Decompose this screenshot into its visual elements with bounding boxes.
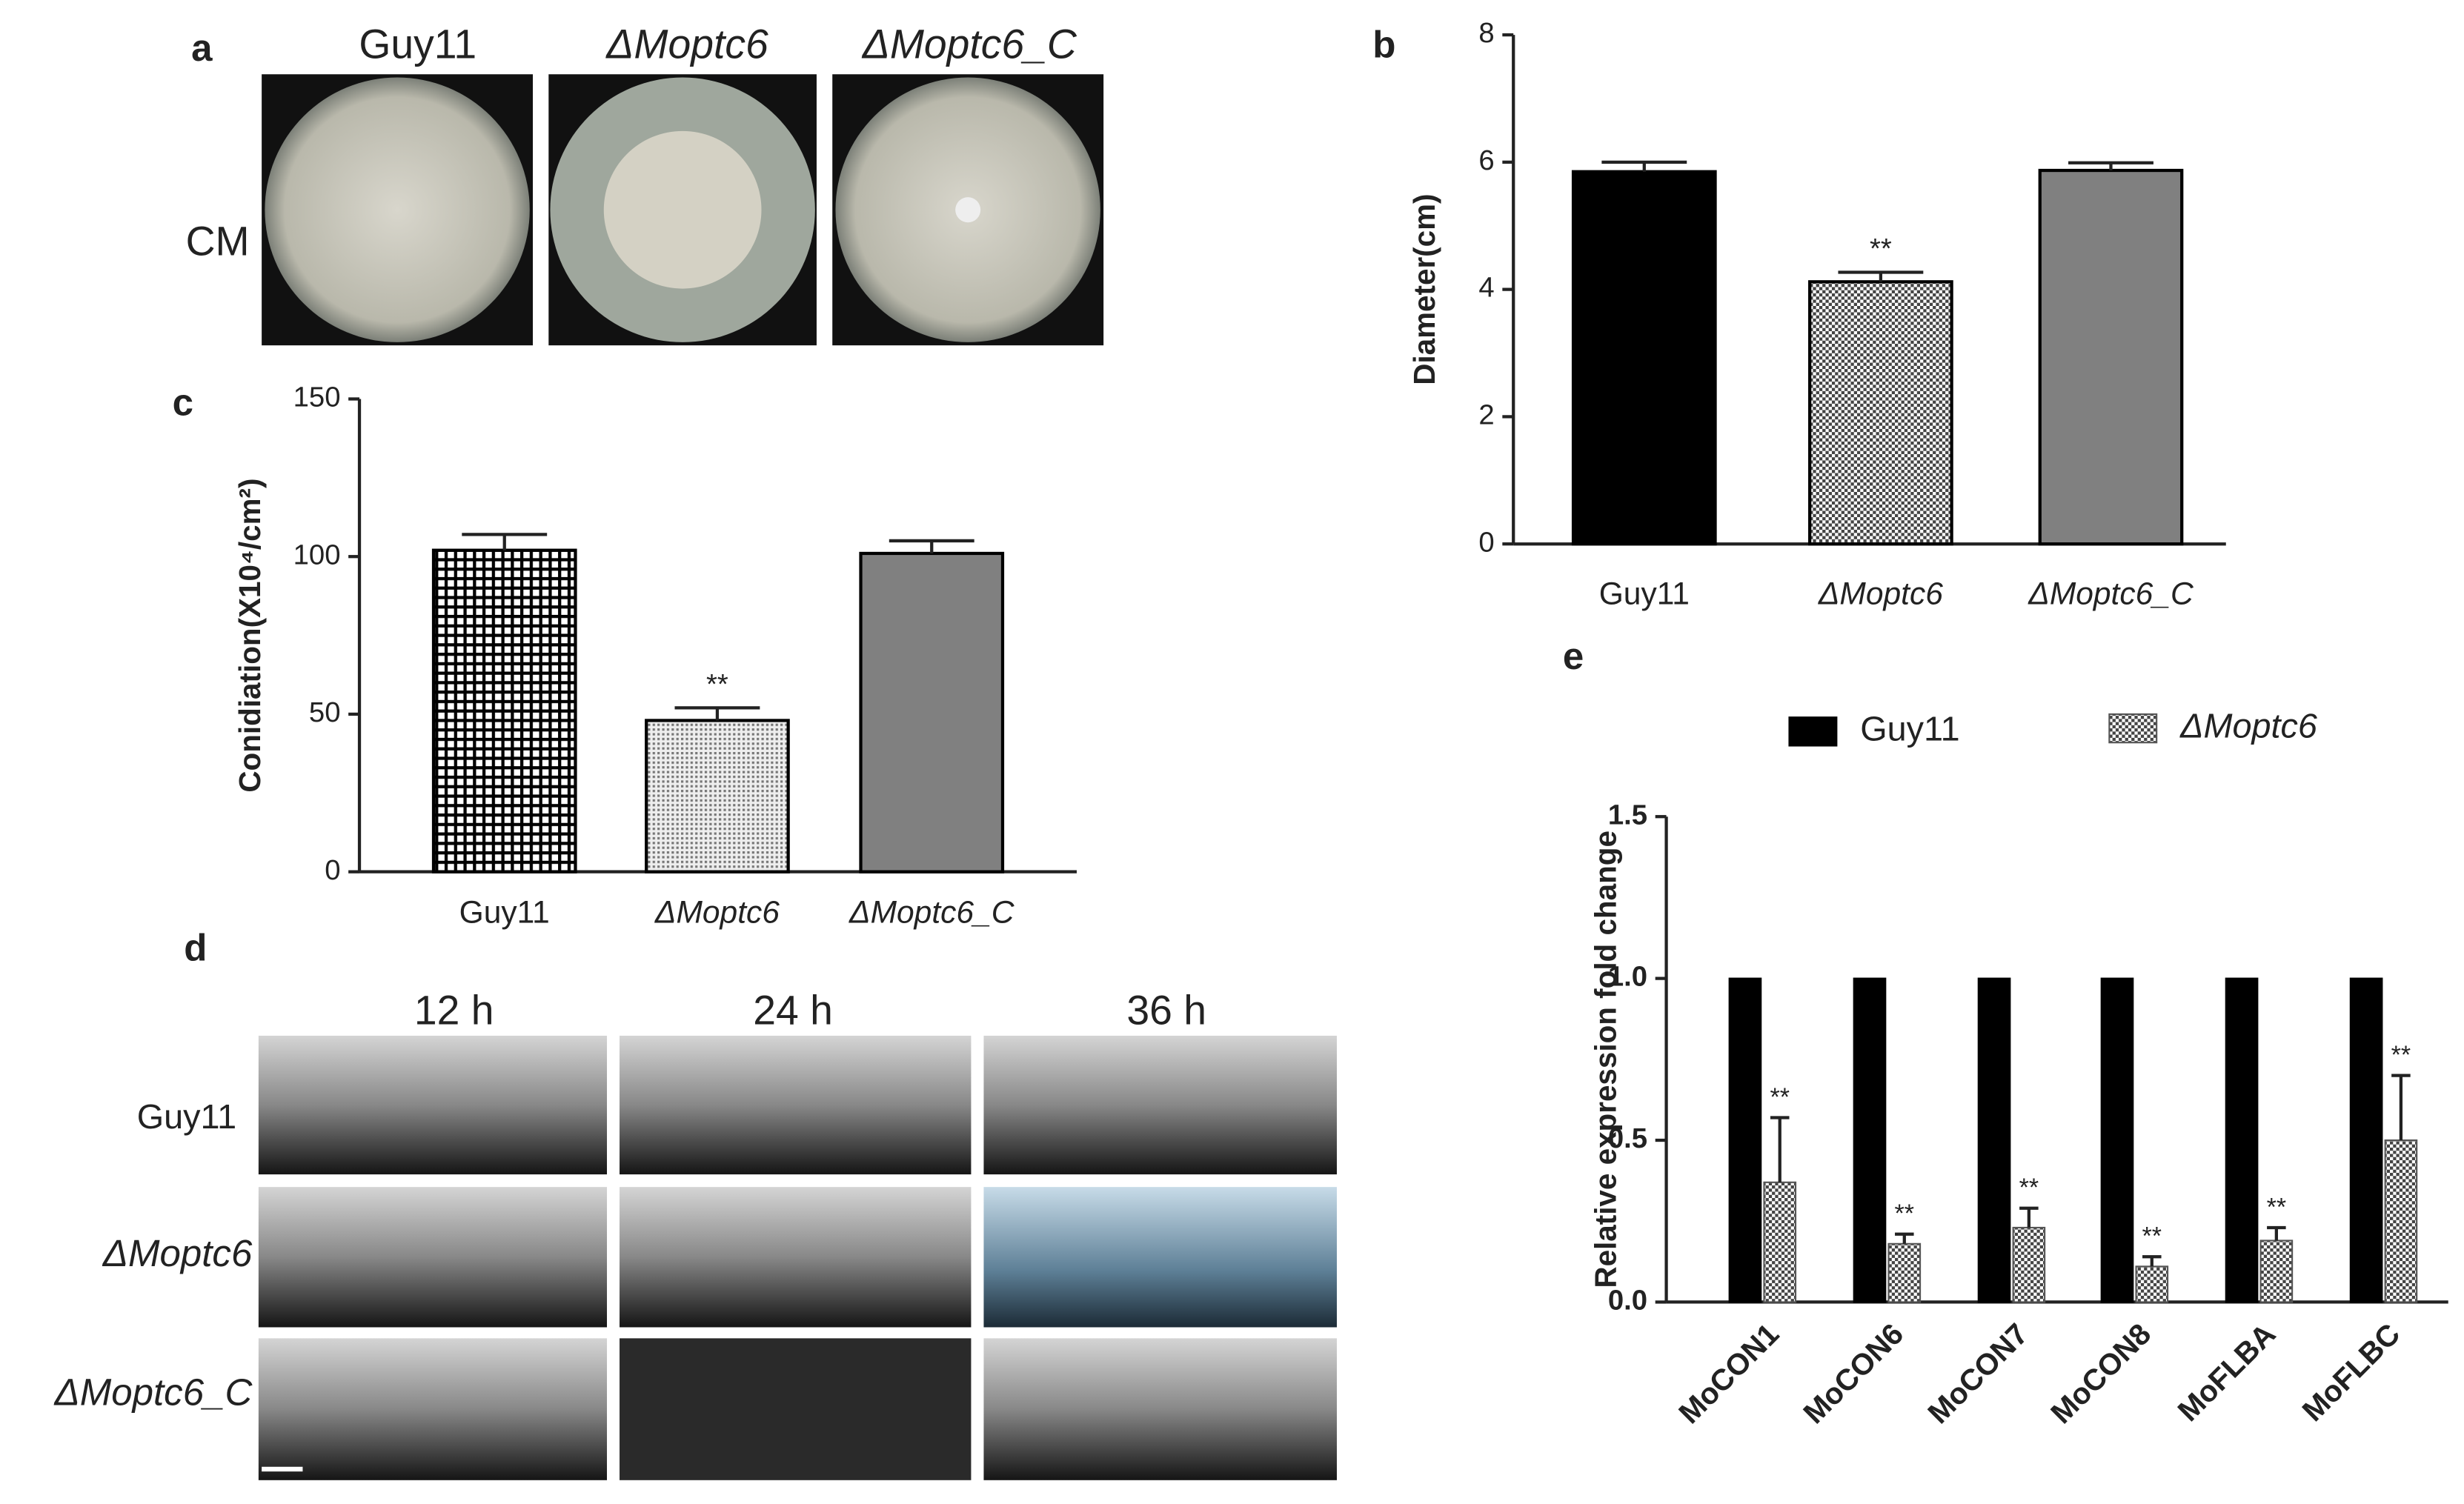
panel-letter: a: [191, 27, 213, 69]
y-tick-label: 150: [293, 382, 341, 413]
y-tick-label: 1.0: [1608, 961, 1647, 993]
row-label: ΔMoptc6: [102, 1232, 253, 1274]
bar: [859, 551, 1005, 874]
significance-label: **: [706, 668, 728, 700]
bar: [1728, 977, 1762, 1303]
error-bar: [1601, 160, 1687, 172]
significance-label: **: [1870, 233, 1892, 264]
y-tick-label: 6: [1478, 144, 1494, 176]
column-label: ΔMoptc6_C: [861, 21, 1077, 67]
error-bar: [2142, 1255, 2162, 1267]
column-label: Guy11: [359, 21, 476, 67]
x-tick-label: Guy11: [1599, 576, 1690, 612]
x-tick-label: Guy11: [459, 894, 550, 930]
column-label: ΔMoptc6: [605, 21, 768, 67]
y-tick-label: 100: [293, 539, 341, 570]
row-label: Guy11: [137, 1097, 236, 1136]
legend-label: ΔMoptc6: [2179, 706, 2318, 745]
error-bar: [889, 539, 974, 553]
column-label: 24 h: [753, 988, 833, 1034]
y-tick-label: 1.5: [1608, 799, 1647, 831]
panel-letter: e: [1563, 635, 1584, 677]
panel-letter: b: [1372, 24, 1395, 66]
plate-photos: [262, 74, 1104, 346]
y-tick-label: 2: [1478, 399, 1494, 431]
significance-label: **: [2019, 1174, 2039, 1202]
bar: [1887, 1242, 1922, 1303]
error-bar: [2068, 161, 2153, 171]
x-tick-label: ΔMoptc6_C: [849, 894, 1015, 930]
legend-swatch: [1788, 716, 1838, 747]
microscopy-photos: [258, 1035, 1337, 1480]
x-tick-label: ΔMoptc6: [654, 894, 780, 930]
error-bar: [1838, 270, 1924, 282]
bar: [2135, 1265, 2169, 1303]
bar: [1853, 977, 1887, 1303]
y-tick-label: 50: [309, 696, 341, 728]
error-bar: [674, 706, 760, 721]
y-tick-label: 0.0: [1608, 1285, 1647, 1317]
x-tick-label: MoCON7: [1921, 1317, 2034, 1430]
bar: [2259, 1240, 2294, 1303]
x-tick-label: MoCON8: [2044, 1317, 2157, 1430]
bar: [2384, 1139, 2418, 1303]
y-tick-label: 0: [325, 854, 340, 886]
y-tick-label: 0: [1478, 526, 1494, 558]
bar: [2100, 977, 2134, 1303]
bar: [1977, 977, 2011, 1303]
error-bar: [2019, 1206, 2039, 1228]
y-axis-label: Diameter(cm): [1407, 194, 1441, 385]
x-tick-label: MoFLBA: [2171, 1317, 2282, 1428]
x-tick-label: ΔMoptc6: [1818, 576, 1943, 612]
y-axis-label: Relative expression fold change: [1589, 831, 1623, 1288]
y-axis-label: Conidiation(X10⁴/cm²): [233, 479, 267, 793]
row-label: ΔMoptc6_C: [53, 1371, 253, 1413]
x-tick-label: MoCON6: [1796, 1317, 1910, 1430]
x-tick-label: ΔMoptc6_C: [2028, 576, 2194, 612]
bar: [2225, 977, 2259, 1303]
panel-letter: d: [184, 927, 207, 969]
legend-swatch: [2108, 713, 2158, 744]
bar: [2349, 977, 2383, 1303]
error-bar: [462, 533, 548, 550]
bar: [1571, 170, 1717, 546]
column-label: 36 h: [1126, 988, 1206, 1034]
significance-label: **: [1770, 1083, 1790, 1111]
y-tick-label: 0.5: [1608, 1122, 1647, 1154]
error-bar: [2391, 1074, 2411, 1141]
significance-label: **: [2142, 1222, 2162, 1251]
y-tick-label: 8: [1478, 17, 1494, 49]
bar: [645, 719, 790, 874]
row-label: CM: [186, 219, 250, 264]
bar: [431, 548, 577, 874]
x-tick-label: MoCON1: [1672, 1317, 1785, 1430]
error-bar: [1895, 1232, 1914, 1244]
significance-label: **: [1895, 1199, 1914, 1228]
error-bar: [1770, 1116, 1790, 1182]
error-bar: [2267, 1225, 2286, 1241]
bar: [2038, 168, 2184, 546]
legend-label: Guy11: [1860, 710, 1959, 748]
bar: [2012, 1226, 2046, 1303]
column-label: 12 h: [414, 988, 494, 1034]
x-tick-label: MoFLBC: [2295, 1317, 2406, 1428]
panel-letter: c: [173, 381, 193, 423]
bar: [1808, 280, 1953, 546]
bar: [1763, 1181, 1797, 1303]
y-tick-label: 4: [1478, 272, 1494, 304]
significance-label: **: [2267, 1193, 2286, 1221]
significance-label: **: [2391, 1041, 2411, 1069]
